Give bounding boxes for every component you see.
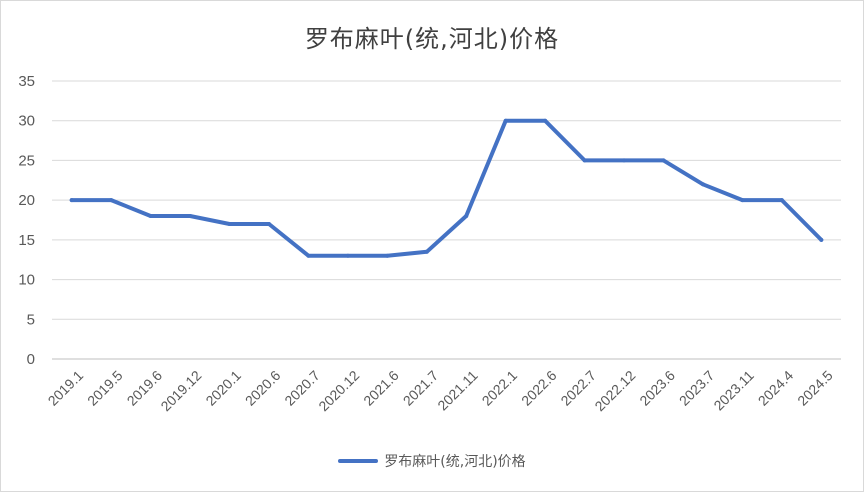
x-tick-label: 2020.6: [242, 367, 284, 409]
data-point: [424, 249, 429, 254]
y-axis-ticks: 0 5 10 15 20 25 30 35: [18, 73, 35, 368]
x-tick-label: 2022.6: [518, 367, 560, 409]
data-point: [543, 118, 548, 123]
series-line: [69, 118, 824, 258]
data-point: [148, 214, 153, 219]
data-point: [779, 198, 784, 203]
y-tick-label: 5: [27, 311, 35, 328]
x-tick-label: 2019.5: [84, 367, 126, 409]
legend-label: 罗布麻叶(统,河北)价格: [384, 454, 526, 470]
y-tick-label: 25: [18, 152, 35, 169]
data-point: [622, 158, 627, 163]
data-point: [740, 198, 745, 203]
data-point: [582, 158, 587, 163]
data-point: [69, 198, 74, 203]
x-tick-label: 2023.11: [710, 367, 757, 414]
x-tick-label: 2021.11: [434, 367, 481, 414]
x-tick-label: 2023.6: [636, 367, 678, 409]
y-tick-label: 20: [18, 192, 35, 209]
x-tick-label: 2020.12: [315, 367, 362, 414]
y-tick-label: 15: [18, 232, 35, 249]
series-layer: [69, 118, 824, 258]
data-point: [464, 214, 469, 219]
legend: 罗布麻叶(统,河北)价格: [1, 451, 863, 471]
gridlines: [52, 80, 841, 360]
x-tick-label: 2024.4: [755, 367, 797, 409]
data-point: [503, 118, 508, 123]
data-point: [109, 198, 114, 203]
data-point: [227, 221, 232, 226]
y-tick-label: 30: [18, 113, 35, 130]
x-axis-ticks: 2019.12019.52019.62019.122020.12020.6202…: [45, 367, 836, 414]
x-tick-label: 2020.1: [202, 367, 244, 409]
data-point: [819, 237, 824, 242]
data-point: [266, 221, 271, 226]
data-point: [700, 182, 705, 187]
x-tick-label: 2022.1: [479, 367, 521, 409]
y-tick-label: 0: [27, 351, 35, 368]
chart-title: 罗布麻叶(统,河北)价格: [304, 25, 560, 53]
data-point: [188, 214, 193, 219]
data-point: [345, 253, 350, 258]
x-tick-label: 2019.1: [45, 367, 87, 409]
data-point: [385, 253, 390, 258]
data-point: [306, 253, 311, 258]
data-point: [661, 158, 666, 163]
x-tick-label: 2024.5: [794, 367, 836, 409]
y-tick-label: 10: [18, 272, 35, 289]
legend-swatch: [338, 459, 379, 463]
x-tick-label: 2021.6: [360, 367, 402, 409]
x-tick-label: 2019.12: [157, 367, 204, 414]
y-tick-label: 35: [18, 73, 35, 90]
x-tick-label: 2022.12: [591, 367, 638, 414]
